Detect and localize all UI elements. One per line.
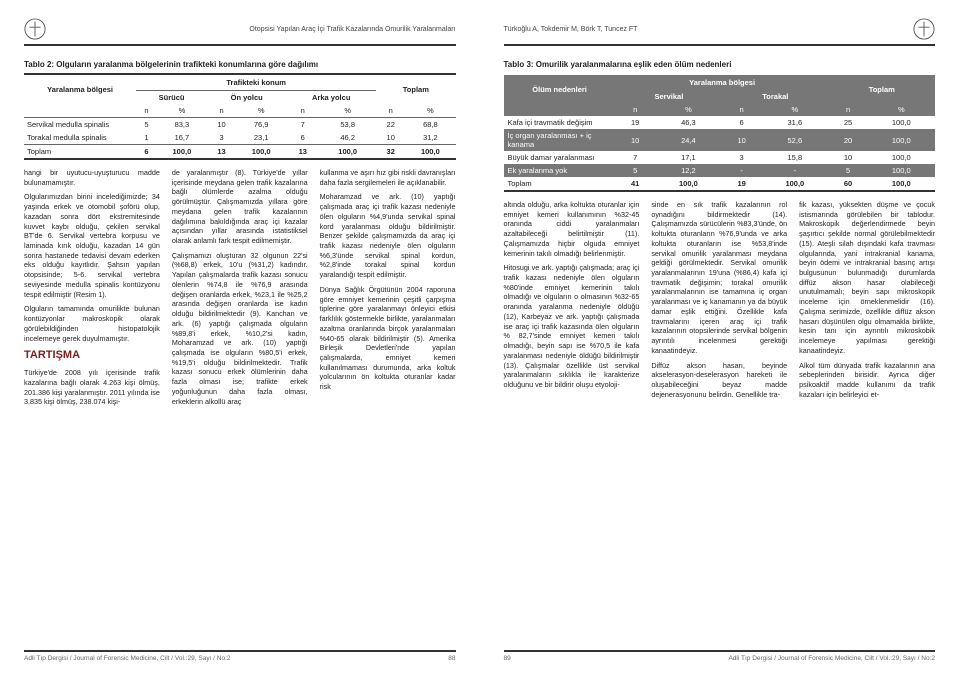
table3-title: Tablo 3: Omurilik yaralanmalarına eşlik … <box>504 60 936 69</box>
table-total-row: Toplam 6100,0 13100,0 13100,0 32100,0 <box>24 145 456 160</box>
table-total-row: Toplam 41100,0 19100,0 60100,0 <box>504 177 936 191</box>
left-page: Otopsisi Yapılan Araç İçi Trafik Kazalar… <box>0 0 480 674</box>
table2: Yaralanma bölgesi Trafikteki konum Topla… <box>24 73 456 160</box>
t2-grouphead: Trafikteki konum <box>136 74 376 91</box>
body-para: Olgularımızdan birini incelediğimizde; 3… <box>24 192 160 299</box>
t3-col0: Servikal <box>616 90 722 103</box>
t3-sub: n <box>616 103 655 116</box>
logo-icon <box>913 18 935 40</box>
body-para: altında olduğu, arka koltukta oturanlar … <box>504 200 640 258</box>
table-row: Servikal medulla spinalis 583,3 1076,9 7… <box>24 118 456 132</box>
t2-col2: Arka yolcu <box>286 91 376 105</box>
right-header: Türkoğlu A, Tokdemir M, Börk T, Tuncez F… <box>504 18 936 46</box>
t3-sub: % <box>655 103 722 116</box>
table3: Ölüm nedenleri Yaralanma bölgesi Toplam … <box>504 75 936 192</box>
body-para: Alkol tüm dünyada trafik kazalarının ana… <box>799 361 935 400</box>
left-header-title: Otopsisi Yapılan Araç İçi Trafik Kazalar… <box>249 26 455 33</box>
t2-sub: n <box>207 104 236 118</box>
t3-sub: % <box>761 103 828 116</box>
t2-col0: Sürücü <box>136 91 207 105</box>
body-para: Olguların tamamında omurilikte bulunan k… <box>24 304 160 343</box>
body-para: Hitosugi ve ark. yaptığı çalışmada; araç… <box>504 263 640 389</box>
page-number: 88 <box>448 655 455 662</box>
t2-col1: Ön yolcu <box>207 91 286 105</box>
table-row: İç organ yaralanması + iç kanama 1024,4 … <box>504 129 936 151</box>
body-para: de yaralanmıştır (8). Türkiye'de yıllar … <box>172 168 308 246</box>
right-page: Türkoğlu A, Tokdemir M, Börk T, Tuncez F… <box>480 0 959 674</box>
t3-col1: Torakal <box>722 90 828 103</box>
t3-rowhead: Ölüm nedenleri <box>504 75 616 103</box>
body-para: sinde en sık trafik kazalarının rol oyna… <box>651 200 787 356</box>
left-body: hangi bir uyutucu-uyuşturucu madde bulun… <box>24 168 456 650</box>
body-para: Moharamzad ve ark. (10) yaptığı çalışmad… <box>320 192 456 279</box>
table-row: Torakal medulla spinalis 116,7 323,1 646… <box>24 131 456 145</box>
right-header-title: Türkoğlu A, Tokdemir M, Börk T, Tuncez F… <box>504 26 638 33</box>
t2-sub: % <box>405 104 455 118</box>
section-heading: TARTIŞMA <box>24 348 160 363</box>
body-para: Dünya Sağlık Örgütünün 2004 raporuna gör… <box>320 285 456 392</box>
t2-total-col: Toplam <box>376 74 455 104</box>
journal-name: Adli Tıp Dergisi / Journal of Forensic M… <box>728 655 935 662</box>
t3-total-col: Toplam <box>829 75 935 103</box>
t2-sub: n <box>286 104 319 118</box>
logo-icon <box>24 18 46 40</box>
right-footer: 89 Adli Tıp Dergisi / Journal of Forensi… <box>504 650 936 662</box>
t3-sub: n <box>722 103 761 116</box>
t2-sub: % <box>319 104 376 118</box>
body-para: kullanma ve aşırı hız gibi riskli davran… <box>320 168 456 187</box>
table-row: Büyük damar yaralanması 717,1 315,8 1010… <box>504 151 936 164</box>
page-spread: Otopsisi Yapılan Araç İçi Trafik Kazalar… <box>0 0 959 674</box>
body-para: Çalışmamızı oluşturan 32 olgunun 22'si (… <box>172 251 308 407</box>
t2-sub: % <box>236 104 286 118</box>
body-para: Türkiye'de 2008 yılı içerisinde trafik k… <box>24 368 160 407</box>
t3-grouphead: Yaralanma bölgesi <box>616 75 829 90</box>
t3-sub: % <box>868 103 935 116</box>
t2-sub: n <box>136 104 157 118</box>
left-header: Otopsisi Yapılan Araç İçi Trafik Kazalar… <box>24 18 456 46</box>
right-body: altında olduğu, arka koltukta oturanlar … <box>504 200 936 650</box>
table-row: Kafa içi travmatik değişim 1946,3 631,6 … <box>504 116 936 129</box>
t2-sub: n <box>376 104 405 118</box>
page-number: 89 <box>504 655 511 662</box>
left-footer: Adli Tıp Dergisi / Journal of Forensic M… <box>24 650 456 662</box>
body-para: Diffüz akson hasarı, beyinde akselerasyo… <box>651 361 787 400</box>
body-para: hangi bir uyutucu-uyuşturucu madde bulun… <box>24 168 160 187</box>
journal-name: Adli Tıp Dergisi / Journal of Forensic M… <box>24 655 231 662</box>
t2-sub: % <box>157 104 207 118</box>
body-para: fik kazası, yüksekten düşme ve çocuk ist… <box>799 200 935 356</box>
t2-rowhead: Yaralanma bölgesi <box>24 74 136 104</box>
table-row: Ek yaralanma yok 512,2 -- 5100,0 <box>504 164 936 177</box>
table2-title: Tablo 2: Olguların yaralanma bölgelerini… <box>24 60 456 69</box>
t3-sub: n <box>829 103 868 116</box>
